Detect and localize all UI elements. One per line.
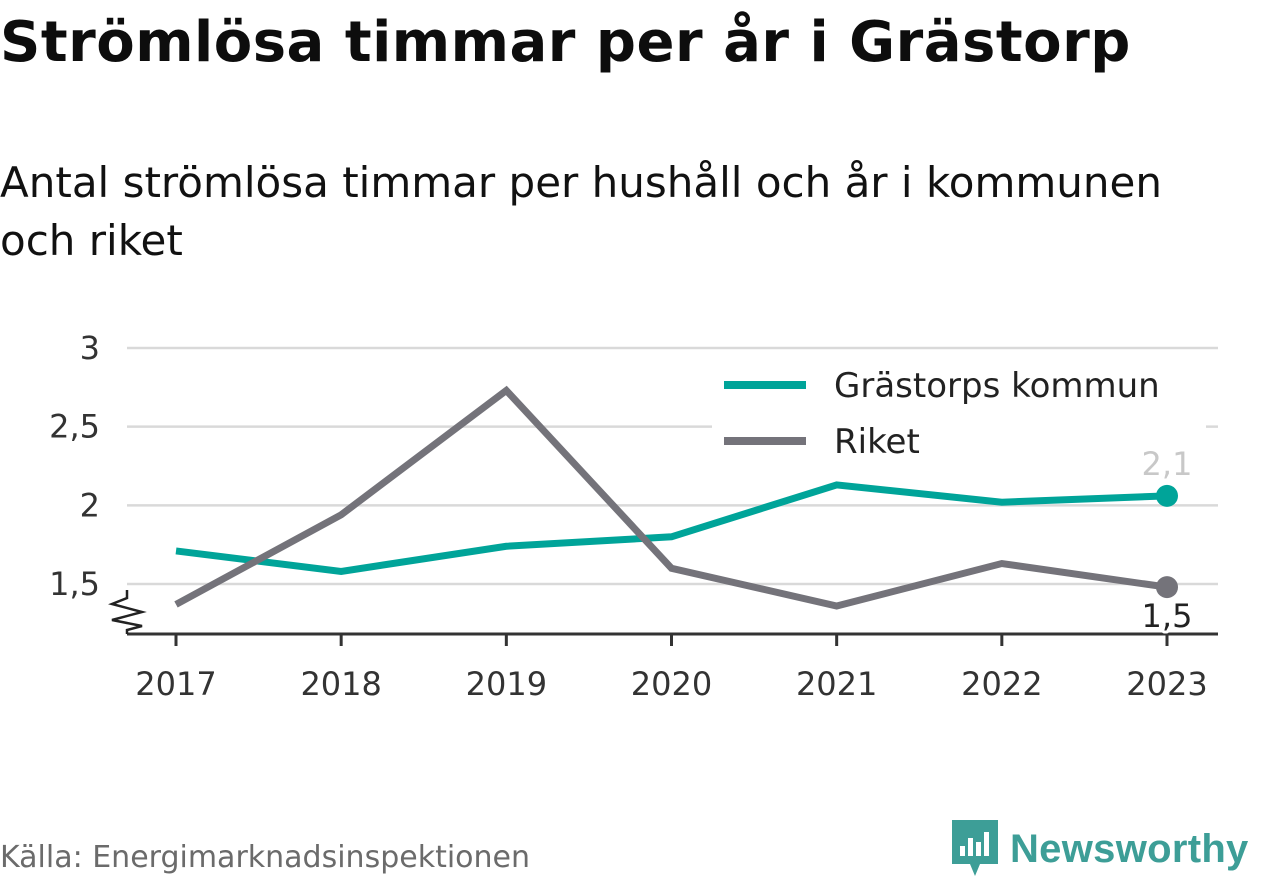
- y-tick-label: 2,5: [49, 408, 100, 446]
- source-note: Källa: Energimarknadsinspektionen: [0, 840, 531, 875]
- line-chart: 1,5 2 2,5 3 2017 2018 2019 2020 2021 2022 2023 Gr…: [49, 329, 1218, 703]
- x-tick-label: 2019: [466, 665, 547, 703]
- x-tick-label: 2017: [135, 665, 216, 703]
- end-value-label: 1,5: [1142, 597, 1193, 635]
- legend-background: [712, 360, 1206, 472]
- legend-label: Grästorps kommun: [834, 366, 1160, 406]
- y-tick-label: 3: [80, 329, 100, 367]
- x-tick-label: 2018: [300, 665, 381, 703]
- y-tick-label: 2: [80, 486, 100, 524]
- x-tick-label: 2022: [961, 665, 1042, 703]
- end-value-label: 2,1: [1142, 445, 1193, 483]
- value-labels: 2,1 1,5: [1139, 442, 1196, 638]
- legend: Grästorps kommun Riket: [712, 360, 1206, 472]
- chart-subtitle: Antal strömlösa timmar per hushåll och å…: [0, 158, 1162, 265]
- y-tick-label: 1,5: [49, 565, 100, 603]
- newsworthy-icon: [952, 820, 998, 876]
- series-line: [174, 385, 1168, 610]
- y-axis-ticks: 1,5 2 2,5 3: [49, 329, 100, 603]
- x-axis-ticks: 2017 2018 2019 2020 2021 2022 2023: [135, 634, 1208, 703]
- legend-label: Riket: [834, 422, 920, 462]
- x-tick-label: 2023: [1126, 665, 1207, 703]
- brand-name: Newsworthy: [1010, 826, 1249, 871]
- series-end-point: [1156, 576, 1178, 599]
- x-tick-label: 2020: [631, 665, 712, 703]
- series-lines: [174, 385, 1178, 610]
- series-end-point: [1156, 484, 1178, 507]
- axis-break-icon: [108, 590, 147, 634]
- x-axis: [108, 590, 1218, 636]
- x-tick-label: 2021: [796, 665, 877, 703]
- series-line: [175, 481, 1168, 575]
- newsworthy-logo: Newsworthy: [950, 818, 1249, 880]
- chart-title: Strömlösa timmar per år i Grästorp: [0, 10, 1131, 75]
